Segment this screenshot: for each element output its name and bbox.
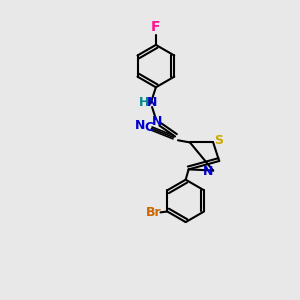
Text: F: F: [151, 20, 160, 34]
Text: Br: Br: [146, 206, 162, 220]
Text: N: N: [203, 165, 213, 178]
Text: N: N: [135, 119, 146, 132]
Text: N: N: [147, 95, 157, 109]
Text: H: H: [139, 95, 149, 109]
Text: C: C: [145, 121, 154, 134]
Text: S: S: [214, 134, 223, 147]
Text: N: N: [152, 115, 163, 128]
